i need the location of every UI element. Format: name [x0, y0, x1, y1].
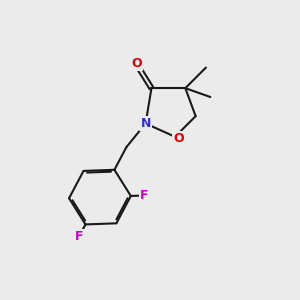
- Text: N: N: [140, 117, 151, 130]
- Text: O: O: [173, 132, 184, 145]
- Text: F: F: [140, 189, 148, 202]
- Text: F: F: [75, 230, 83, 243]
- Text: O: O: [131, 57, 142, 70]
